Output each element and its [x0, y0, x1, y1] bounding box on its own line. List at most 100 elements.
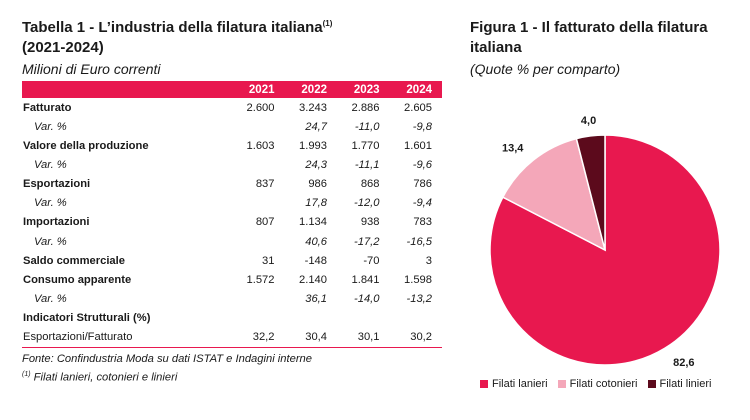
table-cell: -14,0	[354, 292, 380, 305]
table-cell: -17,2	[354, 235, 380, 248]
table-row: Saldo commerciale 31 -148 -70 3	[22, 251, 442, 270]
pie-data-label: 4,0	[581, 115, 596, 127]
table-cell	[232, 155, 285, 174]
legend-item: Filati cotonieri	[557, 378, 638, 390]
chart-legend: Filati lanieri Filati cotonieri Filati lin…	[480, 378, 740, 390]
legend-label: Filati linieri	[659, 378, 712, 390]
table-cell: -9,6	[412, 158, 432, 171]
table-cell: 1.598	[404, 273, 432, 286]
table-cell: 17,8	[305, 197, 327, 210]
table-cell: -70	[363, 254, 380, 267]
table-title-period: (2021-2024)	[22, 39, 104, 56]
table-cell: 1.134	[299, 216, 327, 229]
row-label: Var. %	[34, 120, 67, 133]
row-label: Valore della produzione	[23, 139, 149, 152]
table-row: Var. % 24,3 -11,1 -9,6	[22, 155, 442, 174]
table-header-row: 2021 2022 2023 2024	[22, 81, 442, 98]
table-cell	[232, 117, 285, 136]
table-cell: -11,1	[354, 158, 380, 171]
table-cell: 32,2	[232, 327, 285, 348]
figure-section: Figura 1 - Il fatturato della filatura i…	[470, 18, 740, 78]
column-header: 2022	[284, 81, 337, 98]
table-cell: 1.572	[246, 273, 275, 286]
table-cell: 1.603	[246, 139, 275, 152]
table-cell: 938	[360, 216, 380, 229]
table-cell: 3	[425, 254, 432, 267]
row-label: Esportazioni/Fatturato	[22, 327, 232, 348]
column-header	[22, 81, 232, 98]
row-label: Importazioni	[23, 216, 90, 229]
row-label: Var. %	[34, 197, 67, 210]
table-cell	[337, 309, 390, 328]
legend-item: Filati linieri	[647, 378, 712, 390]
table-subtitle: Milioni di Euro correnti	[22, 61, 161, 77]
table-title-text: Tabella 1 - L’industria della filatura i…	[22, 19, 323, 36]
pie-chart: 82,6 13,4 4,0	[489, 115, 721, 369]
table-row: Var. % 36,1 -14,0 -13,2	[22, 289, 442, 308]
legend-label: Filati cotonieri	[569, 378, 638, 390]
table-cell: -16,5	[406, 235, 433, 248]
legend-label: Filati lanieri	[492, 378, 548, 390]
footnote: (1) Filati lanieri, cotonieri e linieri	[22, 367, 442, 386]
table-cell	[285, 309, 338, 328]
table-row: Fatturato 2.600 3.243 2.886 2.605	[22, 98, 442, 117]
table-section: Tabella 1 - L’industria della filatura i…	[22, 18, 442, 386]
table-cell: 986	[308, 178, 327, 191]
footnote-mark: (1)	[22, 370, 31, 378]
table-cell: 2.886	[351, 101, 380, 114]
row-label: Indicatori Strutturali (%)	[23, 312, 151, 325]
table-title-footnote-mark: (1)	[322, 19, 333, 28]
table-cell: 1.993	[299, 139, 327, 152]
row-label: Var. %	[34, 158, 67, 171]
pie-data-label: 13,4	[502, 143, 524, 155]
table-cell: 30,1	[337, 327, 390, 348]
table-cell: 24,3	[305, 158, 327, 171]
table-row: Consumo apparente 1.572 2.140 1.841 1.598	[22, 270, 442, 289]
pie-chart-container: 82,6 13,4 4,0	[470, 100, 740, 400]
figure-title: Figura 1 - Il fatturato della filatura i…	[470, 19, 708, 56]
table-cell: 24,7	[305, 120, 327, 133]
table-cell: -9,4	[412, 197, 432, 210]
table-cell: 30,4	[284, 327, 337, 348]
table-cell: 2.600	[246, 101, 275, 114]
pie-slice-filati-cotonieri	[501, 137, 607, 252]
table-cell: 2.140	[299, 273, 327, 286]
table-cell: -11,0	[354, 120, 380, 133]
table-cell: 40,6	[305, 235, 327, 248]
table-row: Var. % 24,7 -11,0 -9,8	[22, 117, 442, 136]
row-label: Var. %	[34, 292, 67, 305]
table-row: Esportazioni/Fatturato 32,2 30,4 30,1 30,2	[22, 327, 442, 348]
table-cell	[232, 309, 285, 328]
pie-slice-filati-lanieri	[489, 134, 721, 366]
table-cell: 1.601	[404, 139, 432, 152]
table-cell: -13,2	[406, 292, 433, 305]
row-label: Esportazioni	[23, 178, 91, 191]
pie-slice-filati-linieri	[575, 134, 606, 251]
table-row: Indicatori Strutturali (%)	[22, 309, 442, 328]
table-row: Esportazioni 837 986 868 786	[22, 175, 442, 194]
data-table: 2021 2022 2023 2024 Fatturato 2.600 3.243 2…	[22, 81, 442, 348]
legend-item: Filati lanieri	[480, 378, 548, 390]
row-label: Fatturato	[23, 101, 72, 114]
table-cell: 31	[262, 254, 275, 267]
table-cell: 3.243	[299, 101, 327, 114]
column-header: 2024	[389, 81, 442, 98]
table-cell: -148	[304, 254, 327, 267]
table-title: Tabella 1 - L’industria della filatura i…	[22, 18, 442, 38]
table-row: Var. % 40,6 -17,2 -16,5	[22, 232, 442, 251]
footnote-text: Filati lanieri, cotonieri e linieri	[33, 371, 178, 384]
table-cell: 1.841	[351, 273, 380, 286]
table-cell: 807	[255, 216, 275, 229]
table-cell: 868	[360, 178, 380, 191]
table-cell: 36,1	[305, 292, 327, 305]
table-cell: 783	[413, 216, 432, 229]
table-row: Valore della produzione 1.603 1.993 1.770 1.…	[22, 136, 442, 155]
legend-swatch	[647, 380, 656, 388]
table-cell: -9,8	[412, 120, 432, 133]
table-row: Importazioni 807 1.134 938 783	[22, 213, 442, 232]
table-notes: Fonte: Confindustria Moda su dati ISTAT …	[22, 352, 442, 386]
row-label: Var. %	[34, 235, 67, 248]
legend-swatch	[480, 380, 488, 388]
table-cell: 837	[255, 178, 275, 191]
table-cell	[232, 232, 285, 251]
